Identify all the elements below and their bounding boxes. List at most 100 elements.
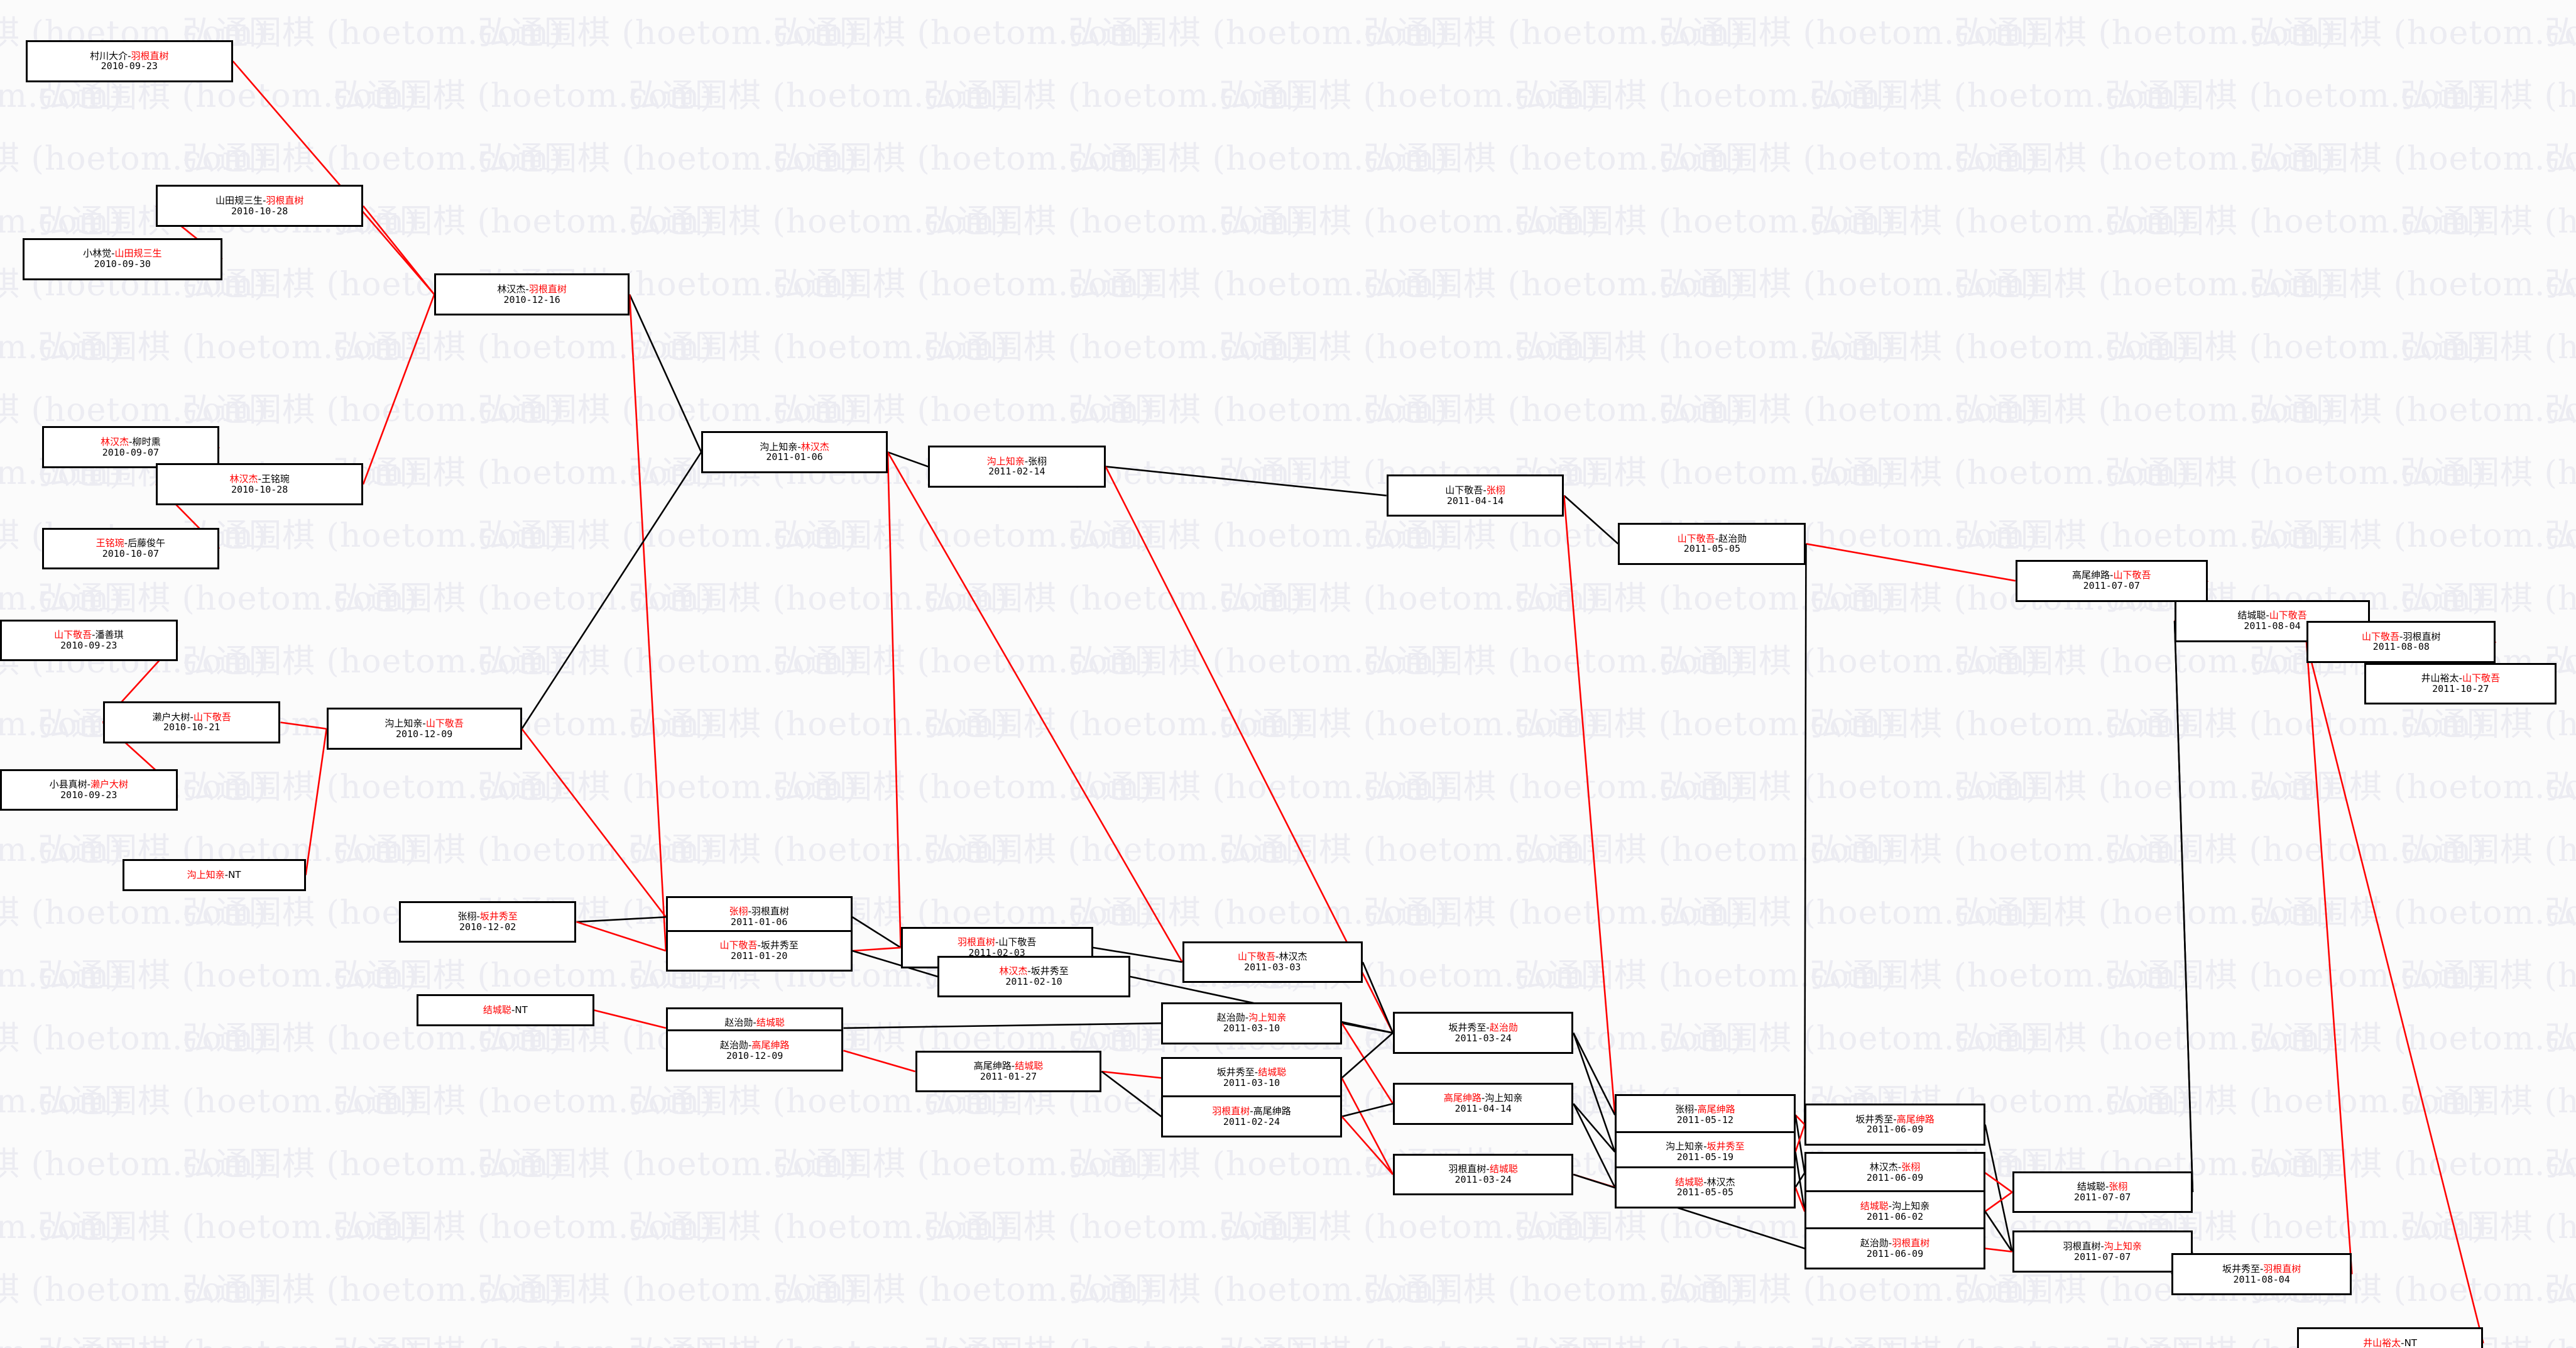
match-node[interactable]: 结城聪-沟上知亲 2011-06-02 [1804, 1190, 1985, 1233]
match-players: 小林觉-山田规三生 [83, 248, 161, 259]
player-two: 高尾绅路 [1253, 1105, 1291, 1117]
edge-line [1341, 1102, 1394, 1117]
match-date: 2011-07-07 [2074, 1192, 2131, 1203]
match-node[interactable]: 赵治勋-沟上知亲 2011-03-10 [1161, 1002, 1342, 1044]
match-node[interactable]: 山下敬吾-羽根直树 2011-08-08 [2306, 621, 2496, 663]
player-one: 羽根直树 [957, 936, 995, 948]
match-date: 2010-09-23 [60, 639, 117, 651]
match-date: 2011-01-27 [980, 1071, 1037, 1082]
match-node[interactable]: 坂井秀至-高尾绅路 2011-06-09 [1804, 1104, 1985, 1146]
player-separator: - [92, 629, 96, 641]
match-node[interactable]: 沟上知亲-山下敬吾 2010-12-09 [326, 708, 522, 750]
match-node[interactable]: 沟上知亲-NT [122, 859, 306, 891]
player-one: 小林觉 [83, 248, 112, 260]
match-node[interactable]: 小林觉-山田规三生 2010-09-30 [22, 238, 222, 280]
match-node[interactable]: 濑户大树-山下敬吾 2010-10-21 [102, 701, 281, 743]
player-separator: - [1897, 1161, 1902, 1173]
player-two: 王铭琬 [261, 473, 290, 485]
player-one: 赵治勋 [719, 1039, 748, 1051]
edge-line [1105, 466, 1394, 1034]
player-separator: - [1027, 965, 1031, 977]
edge-line [521, 728, 667, 918]
match-players: 林汉杰-坂井秀至 [999, 966, 1068, 977]
player-separator: - [2459, 672, 2462, 684]
match-node[interactable]: 井山裕太-山下敬吾 2011-10-27 [2364, 662, 2557, 705]
match-node[interactable]: 山下敬吾-坂井秀至 2011-01-20 [665, 929, 853, 972]
match-node[interactable]: 赵治勋-高尾绅路 2010-12-09 [665, 1029, 844, 1072]
match-node[interactable]: 结城聪-张栩 2011-07-07 [2012, 1171, 2193, 1214]
match-node[interactable]: 井山裕太-NT [2296, 1327, 2484, 1348]
match-node[interactable]: 林汉杰-张栩 2011-06-09 [1804, 1151, 1985, 1194]
match-date: 2011-08-08 [2372, 641, 2430, 653]
match-node[interactable]: 羽根直树-高尾绅路 2011-02-24 [1161, 1095, 1342, 1138]
match-node[interactable]: 沟上知亲-林汉杰 2011-01-06 [701, 431, 888, 473]
player-two: 林汉杰 [1279, 951, 1307, 963]
match-node[interactable]: 结城聪-NT [417, 994, 594, 1026]
player-separator: - [1888, 1237, 1892, 1249]
match-node[interactable]: 村川大介-羽根直树 2010-09-23 [25, 40, 233, 82]
match-date: 2010-10-28 [231, 483, 288, 495]
player-two: 张栩 [1486, 484, 1505, 496]
player-one: 沟上知亲 [986, 455, 1025, 467]
player-separator: - [753, 1017, 756, 1029]
match-players: 林汉杰-羽根直树 [497, 283, 567, 295]
edge-line [1984, 1172, 2013, 1193]
edge-line [2305, 642, 2484, 1344]
player-two: 山下敬吾 [2269, 610, 2307, 622]
match-node[interactable]: 坂井秀至-结城聪 2011-03-10 [1161, 1056, 1342, 1099]
match-date: 2011-02-24 [1223, 1115, 1280, 1127]
player-separator: - [1024, 455, 1029, 467]
match-node[interactable]: 高尾绅路-沟上知亲 2011-04-14 [1392, 1082, 1574, 1125]
match-node[interactable]: 林汉杰-羽根直树 2010-12-16 [434, 273, 630, 315]
player-separator: - [748, 906, 751, 918]
match-players: 赵治勋-高尾绅路 [720, 1040, 789, 1051]
edge-line [1341, 1022, 1394, 1034]
match-node[interactable]: 山田规三生-羽根直树 2010-10-28 [156, 185, 364, 227]
match-node[interactable]: 王铭琬-后藤俊午 2010-10-07 [41, 527, 220, 570]
match-node[interactable]: 张栩-高尾绅路 2011-05-12 [1615, 1093, 1796, 1136]
edge-line [887, 451, 1183, 963]
match-node[interactable]: 山下敬吾-林汉杰 2011-03-03 [1182, 941, 1363, 984]
match-node[interactable]: 羽根直树-结城聪 2011-03-24 [1392, 1153, 1574, 1196]
match-node[interactable]: 林汉杰-王铭琬 2010-10-28 [156, 463, 364, 505]
edge-line [1985, 1247, 2012, 1253]
player-two: 高尾绅路 [751, 1039, 790, 1051]
match-date: 2011-08-04 [2244, 620, 2301, 632]
match-node[interactable]: 坂井秀至-羽根直树 2011-08-04 [2171, 1253, 2352, 1295]
match-players: 张栩-坂井秀至 [457, 911, 517, 922]
match-node[interactable]: 高尾绅路-结城聪 2011-01-27 [915, 1050, 1102, 1093]
edge-line [363, 205, 435, 295]
edge-line [594, 1009, 667, 1029]
match-node[interactable]: 高尾绅路-山下敬吾 2011-07-07 [2015, 559, 2208, 602]
player-two: 羽根直树 [528, 283, 567, 295]
player-one: 羽根直树 [2063, 1240, 2101, 1252]
match-node[interactable]: 山下敬吾-赵治勋 2011-05-05 [1618, 523, 1806, 565]
player-two: 高尾绅路 [1697, 1104, 1735, 1115]
player-one: 山田规三生 [215, 194, 263, 206]
match-node[interactable]: 林汉杰-坂井秀至 2011-02-10 [937, 955, 1130, 998]
match-node[interactable]: 小县真树-濑户大树 2010-09-23 [0, 769, 178, 811]
match-node[interactable]: 坂井秀至-赵治勋 2011-03-24 [1392, 1012, 1574, 1054]
edge-line [280, 721, 327, 730]
match-node[interactable]: 结城聪-林汉杰 2011-05-05 [1615, 1166, 1796, 1208]
match-node[interactable]: 林汉杰-柳时熏 2010-09-07 [41, 426, 220, 469]
player-separator: - [124, 537, 128, 549]
player-separator: - [476, 911, 480, 923]
match-node[interactable]: 沟上知亲-坂井秀至 2011-05-19 [1615, 1131, 1796, 1173]
match-players: 坂井秀至-结城聪 [1217, 1067, 1286, 1078]
player-one: 沟上知亲 [1666, 1141, 1704, 1153]
edge-line [1806, 543, 2016, 582]
match-node[interactable]: 沟上知亲-张栩 2011-02-14 [928, 446, 1106, 488]
match-node[interactable]: 羽根直树-沟上知亲 2011-07-07 [2012, 1230, 2193, 1273]
edge-line [1101, 1070, 1162, 1117]
match-node[interactable]: 赵治勋-羽根直树 2011-06-09 [1804, 1227, 1985, 1269]
edge-line [1984, 1211, 2013, 1252]
match-node[interactable]: 山下敬吾-潘善琪 2010-09-23 [0, 619, 178, 662]
match-date: 2011-03-24 [1454, 1032, 1512, 1044]
player-separator: - [2401, 1337, 2404, 1348]
match-players: 结城聪-山下敬吾 [2237, 610, 2306, 621]
match-node[interactable]: 山下敬吾-张栩 2011-04-14 [1386, 474, 1564, 517]
player-one: 赵治勋 [1860, 1237, 1889, 1249]
match-players: 高尾绅路-沟上知亲 [1444, 1093, 1522, 1104]
match-node[interactable]: 张栩-坂井秀至 2010-12-02 [398, 901, 577, 943]
